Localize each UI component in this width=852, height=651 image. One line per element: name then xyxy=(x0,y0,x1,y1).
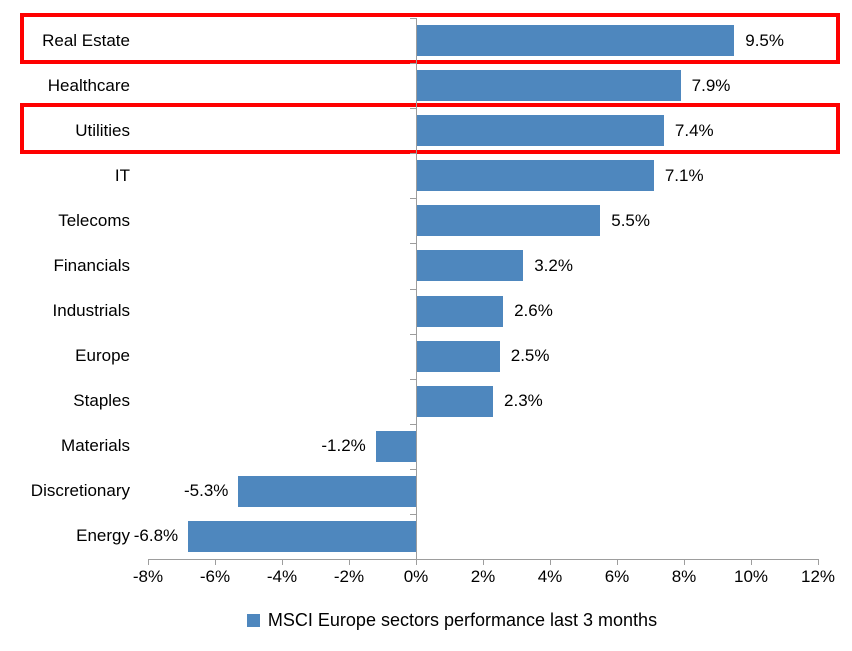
bar-discretionary xyxy=(238,475,416,507)
x-axis-tick xyxy=(282,559,283,565)
y-axis-tick xyxy=(410,288,416,290)
x-axis-tick-label: 12% xyxy=(800,567,836,586)
category-label: Financials xyxy=(53,255,130,275)
y-axis-line xyxy=(416,18,417,559)
x-axis-tick xyxy=(483,559,484,565)
y-axis-tick xyxy=(410,63,416,65)
category-label: Real Estate xyxy=(42,30,130,50)
x-axis-tick-label: -8% xyxy=(132,567,164,586)
y-axis-tick xyxy=(410,18,416,19)
bar-financials xyxy=(416,250,524,282)
bar-real-estate xyxy=(416,25,735,57)
x-axis-tick-label: -4% xyxy=(266,567,298,586)
category-label: Utilities xyxy=(75,120,130,140)
legend-marker-icon xyxy=(246,614,260,627)
x-axis-tick-label: -2% xyxy=(333,567,365,586)
legend: MSCI Europe sectors performance last 3 m… xyxy=(26,610,852,631)
y-axis-tick xyxy=(410,243,416,245)
value-label: 7.1% xyxy=(664,165,704,185)
value-label: -1.2% xyxy=(321,436,366,456)
value-label: 5.5% xyxy=(611,210,650,230)
value-label: 9.5% xyxy=(745,30,784,50)
bar-energy xyxy=(188,520,416,552)
highlight-box-utilities xyxy=(20,103,840,155)
bar-materials xyxy=(375,430,416,462)
value-label: -5.3% xyxy=(184,481,229,501)
x-axis-tick-label: 2% xyxy=(470,567,496,586)
value-label: 3.2% xyxy=(534,255,573,275)
bar-healthcare xyxy=(416,70,681,102)
value-label: 7.4% xyxy=(674,120,714,140)
x-axis-tick-label: 0% xyxy=(403,567,429,586)
category-label: Energy xyxy=(76,526,130,546)
y-axis-tick xyxy=(410,378,416,380)
category-label: Healthcare xyxy=(47,75,130,95)
y-axis-tick xyxy=(410,333,416,335)
bar-it xyxy=(416,160,654,192)
category-label: Telecoms xyxy=(58,210,130,230)
x-axis-tick xyxy=(550,559,551,565)
bar-utilities xyxy=(416,115,664,147)
highlight-box-real-estate xyxy=(20,13,840,65)
bar-staples xyxy=(416,385,494,417)
x-axis-tick xyxy=(349,559,350,565)
x-axis-tick-label: -6% xyxy=(199,567,231,586)
y-axis-tick xyxy=(410,423,416,425)
bar-industrials xyxy=(416,295,504,327)
category-label: Discretionary xyxy=(30,481,130,501)
y-axis-tick xyxy=(410,153,416,155)
x-axis-tick xyxy=(684,559,685,565)
x-axis-tick-label: 10% xyxy=(733,567,769,586)
bar-europe xyxy=(416,340,500,372)
x-axis-tick-label: 8% xyxy=(671,567,697,586)
category-label: Staples xyxy=(73,391,130,411)
y-axis-tick xyxy=(410,108,416,110)
value-label: 7.9% xyxy=(691,75,731,95)
x-axis-tick xyxy=(751,559,752,565)
y-axis-tick xyxy=(410,468,416,470)
x-axis-tick xyxy=(818,559,819,565)
x-axis-tick xyxy=(148,559,149,565)
y-axis-tick xyxy=(410,198,416,200)
x-axis-tick xyxy=(617,559,618,565)
category-label: Materials xyxy=(61,436,130,456)
category-label: IT xyxy=(114,165,130,185)
value-label: 2.3% xyxy=(504,391,543,411)
x-axis-tick xyxy=(215,559,216,565)
bar-telecoms xyxy=(416,205,601,237)
category-label: Europe xyxy=(75,346,130,366)
x-axis-tick-label: 4% xyxy=(537,567,563,586)
y-axis-tick xyxy=(410,559,416,560)
value-label: 2.6% xyxy=(514,301,553,321)
value-label: -6.8% xyxy=(133,526,179,546)
category-label: Industrials xyxy=(52,301,130,321)
value-label: 2.5% xyxy=(510,346,550,366)
legend-label: MSCI Europe sectors performance last 3 m… xyxy=(267,610,658,630)
y-axis-tick xyxy=(410,513,416,515)
x-axis-tick-label: 6% xyxy=(604,567,630,586)
x-axis-tick xyxy=(416,559,417,565)
